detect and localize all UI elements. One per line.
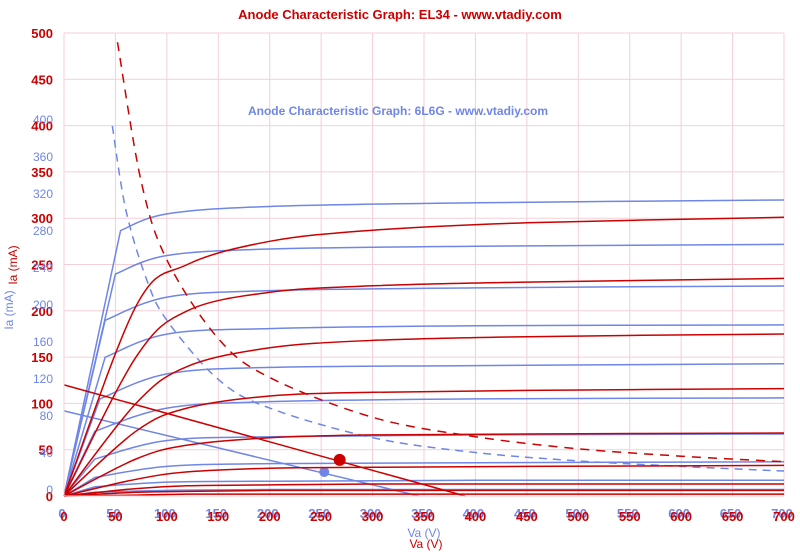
6l6g-x-tick-label: 400 bbox=[463, 506, 485, 521]
el34-series-layer bbox=[63, 42, 785, 497]
6l6g-x-tick-label: 200 bbox=[257, 506, 279, 521]
6l6g-x-tick-label: 100 bbox=[154, 506, 176, 521]
6l6g-x-tick-label: 0 bbox=[58, 506, 65, 521]
el34-solid-series-1 bbox=[63, 277, 785, 497]
el34-solid-series-4 bbox=[63, 432, 785, 497]
el34-solid-series-0 bbox=[63, 216, 785, 497]
el34-y-tick-label: 500 bbox=[31, 26, 53, 41]
el34-x-tick-label: 500 bbox=[567, 509, 589, 524]
el34-x-tick-label: 550 bbox=[619, 509, 641, 524]
el34-load-line-series-9 bbox=[63, 384, 466, 497]
6l6g-y-tick-label: 360 bbox=[33, 150, 53, 164]
6l6g-dashed-series-11 bbox=[111, 125, 785, 472]
6l6g-y-tick-label: 280 bbox=[33, 224, 53, 238]
el34-x-axis-label: Va (V) bbox=[409, 537, 442, 551]
axes bbox=[63, 33, 784, 497]
6l6g-x-tick-label: 350 bbox=[411, 506, 433, 521]
el34-y-tick-label: 450 bbox=[31, 72, 53, 87]
el34-chart-title: Anode Characteristic Graph: EL34 - www.v… bbox=[238, 7, 562, 22]
el34-y-tick-label: 0 bbox=[46, 489, 53, 504]
el34-y-tick-label: 200 bbox=[31, 304, 53, 319]
el34-x-tick-label: 650 bbox=[722, 509, 744, 524]
el34-x-tick-label: 200 bbox=[259, 509, 281, 524]
6l6g-x-tick-label: 500 bbox=[565, 506, 587, 521]
6l6g-series-layer bbox=[63, 125, 785, 497]
6l6g-operating-point bbox=[319, 466, 330, 477]
6l6g-y-tick-label: 400 bbox=[33, 113, 53, 127]
6l6g-x-tick-label: 650 bbox=[720, 506, 742, 521]
el34-dashed-series-10 bbox=[116, 42, 785, 463]
6l6g-solid-series-3 bbox=[63, 324, 785, 497]
el34-x-tick-label: 600 bbox=[670, 509, 692, 524]
el34-y-tick-label: 350 bbox=[31, 165, 53, 180]
el34-solid-series-7 bbox=[63, 489, 784, 497]
el34-solid-series-2 bbox=[63, 333, 785, 497]
6l6g-x-tick-label: 600 bbox=[668, 506, 690, 521]
6l6g-solid-series-5 bbox=[63, 397, 785, 497]
6l6g-y-tick-label: 0 bbox=[46, 483, 53, 497]
6l6g-x-tick-label: 450 bbox=[514, 506, 536, 521]
6l6g-y-tick-label: 160 bbox=[33, 335, 53, 349]
grid bbox=[63, 32, 785, 497]
labels: 0501001502002503003504004505000408012016… bbox=[2, 7, 795, 551]
el34-solid-series-8 bbox=[63, 493, 784, 497]
6l6g-x-tick-label: 250 bbox=[308, 506, 330, 521]
6l6g-x-tick-label: 150 bbox=[205, 506, 227, 521]
el34-solid-series-6 bbox=[63, 483, 784, 497]
el34-x-tick-label: 400 bbox=[465, 509, 487, 524]
6l6g-y-tick-label: 200 bbox=[33, 298, 53, 312]
el34-y-tick-label: 400 bbox=[31, 119, 53, 134]
el34-x-tick-label: 100 bbox=[156, 509, 178, 524]
el34-x-tick-label: 250 bbox=[310, 509, 332, 524]
el34-x-tick-label: 0 bbox=[60, 509, 67, 524]
6l6g-x-axis-label: Va (V) bbox=[407, 526, 440, 540]
el34-y-tick-label: 150 bbox=[31, 350, 53, 365]
6l6g-load-line-series-10 bbox=[63, 410, 420, 497]
el34-y-tick-label: 50 bbox=[39, 443, 53, 458]
el34-x-tick-label: 450 bbox=[516, 509, 538, 524]
el34-x-tick-label: 300 bbox=[362, 509, 384, 524]
el34-x-tick-label: 700 bbox=[773, 509, 795, 524]
6l6g-x-tick-label: 50 bbox=[106, 506, 120, 521]
6l6g-solid-series-2 bbox=[63, 285, 785, 497]
6l6g-solid-series-9 bbox=[63, 488, 784, 497]
el34-operating-point bbox=[333, 453, 346, 466]
el34-y-tick-label: 250 bbox=[31, 258, 53, 273]
el34-y-tick-label: 300 bbox=[31, 211, 53, 226]
el34-y-axis-label: Ia (mA) bbox=[6, 245, 20, 284]
el34-x-tick-label: 350 bbox=[413, 509, 435, 524]
6l6g-chart-title: Anode Characteristic Graph: 6L6G - www.v… bbox=[248, 104, 548, 118]
6l6g-solid-series-1 bbox=[63, 243, 785, 497]
el34-solid-series-3 bbox=[63, 387, 785, 497]
el34-y-tick-label: 100 bbox=[31, 396, 53, 411]
6l6g-y-tick-label: 80 bbox=[40, 409, 54, 423]
6l6g-x-tick-label: 300 bbox=[360, 506, 382, 521]
6l6g-y-tick-label: 240 bbox=[33, 261, 53, 275]
6l6g-y-tick-label: 120 bbox=[33, 372, 53, 386]
6l6g-solid-series-4 bbox=[63, 362, 785, 497]
el34-x-tick-label: 50 bbox=[108, 509, 122, 524]
6l6g-y-tick-label: 40 bbox=[40, 446, 54, 460]
6l6g-y-tick-label: 320 bbox=[33, 187, 53, 201]
el34-x-tick-label: 150 bbox=[207, 509, 229, 524]
6l6g-solid-series-7 bbox=[63, 461, 785, 497]
6l6g-x-tick-label: 550 bbox=[617, 506, 639, 521]
el34-solid-series-5 bbox=[63, 464, 785, 497]
6l6g-y-axis-label: Ia (mA) bbox=[2, 290, 16, 329]
6l6g-solid-series-0 bbox=[63, 199, 785, 497]
6l6g-solid-series-8 bbox=[63, 479, 785, 497]
6l6g-x-tick-label: 700 bbox=[771, 506, 793, 521]
